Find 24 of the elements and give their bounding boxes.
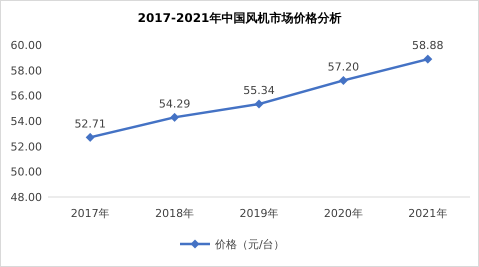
legend-label: 价格（元/台） xyxy=(214,238,285,251)
point xyxy=(254,100,264,109)
point xyxy=(423,54,432,64)
point xyxy=(86,132,95,142)
data-label: 54.29 xyxy=(158,97,190,110)
y-tick-label: 58.00 xyxy=(10,64,42,78)
x-tick-label: 2018年 xyxy=(155,207,194,220)
x-tick-label: 2017年 xyxy=(70,207,110,220)
y-tick-label: 60.00 xyxy=(10,39,42,52)
y-tick-label: 56.00 xyxy=(10,90,42,103)
data-label: 52.71 xyxy=(74,117,106,130)
y-tick-label: 52.00 xyxy=(10,140,42,154)
x-tick-label: 2020年 xyxy=(324,207,363,220)
y-tick-label: 54.00 xyxy=(10,115,42,128)
data-label: 58.88 xyxy=(412,39,444,52)
data-label: 57.20 xyxy=(328,60,360,74)
point xyxy=(170,112,180,122)
data-label: 55.34 xyxy=(243,84,275,98)
x-tick-label: 2021年 xyxy=(408,207,448,220)
y-tick-label: 50.00 xyxy=(10,166,42,179)
y-tick-label: 48.00 xyxy=(10,191,42,204)
chart-title: 2017-2021年中国风机市场价格分析 xyxy=(138,11,342,25)
x-tick-label: 2019年 xyxy=(240,207,278,220)
point xyxy=(338,76,348,85)
